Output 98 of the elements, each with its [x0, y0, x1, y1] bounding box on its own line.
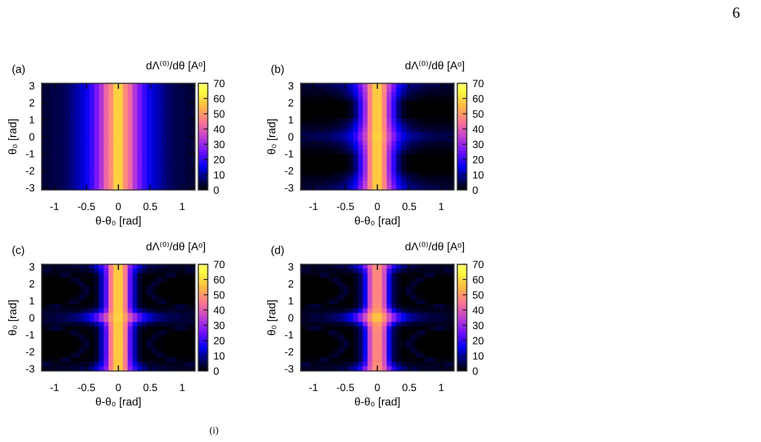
- y-tick-label: 1: [30, 297, 34, 304]
- y-tick-label: 2: [288, 280, 294, 288]
- y-tick-label: -2: [284, 348, 294, 356]
- color-bar-label: 20: [472, 156, 484, 164]
- y-tick-label: 0: [288, 133, 294, 141]
- color-bar-label: 40: [214, 306, 225, 314]
- x-axis-title: θ-θ₀ [rad]: [354, 216, 400, 227]
- y-tick-label: 3: [29, 263, 34, 271]
- x-tick-label: 0: [116, 384, 121, 392]
- color-bar-label: 20: [472, 337, 484, 344]
- color-bar-label: 60: [214, 276, 225, 284]
- y-tick-label: -3: [284, 184, 294, 192]
- color-bar-label: 40: [214, 126, 225, 133]
- x-tick-label: 1: [439, 384, 444, 392]
- color-bar-label: 50: [214, 291, 225, 299]
- color-bar-label: 70: [472, 80, 484, 88]
- color-bar-label: 10: [473, 171, 484, 179]
- y-tick-label: 0: [29, 314, 34, 322]
- y-tick-label: 3: [288, 263, 294, 271]
- x-tick-label: 1: [180, 202, 185, 210]
- x-tick-label: -0.5: [336, 202, 354, 210]
- y-tick-label: 1: [288, 116, 294, 124]
- y-axis-title: θ₀ [rad]: [267, 119, 278, 154]
- color-bar-label: 70: [214, 260, 225, 268]
- x-tick-label: -0.5: [78, 384, 95, 392]
- x-tick-label: -1: [309, 384, 318, 392]
- y-tick-label: 3: [29, 82, 34, 90]
- y-axis-title: θ₀ [rad]: [8, 300, 19, 336]
- x-tick-label: 0.5: [143, 202, 158, 210]
- x-tick-label: 0: [374, 384, 380, 392]
- x-tick-label: 0: [374, 202, 380, 210]
- y-tick-label: -1: [284, 150, 294, 158]
- y-tick-label: 2: [29, 280, 34, 288]
- y-axis-title: θ₀ [rad]: [267, 300, 278, 336]
- y-tick-label: -1: [284, 331, 294, 338]
- color-bar-label: 10: [214, 171, 225, 179]
- color-bar-label: 30: [472, 140, 484, 148]
- y-axis-title: θ₀ [rad]: [8, 119, 19, 154]
- color-bar-label: 0: [214, 368, 219, 375]
- color-bar-label: 30: [214, 140, 225, 148]
- color-bar-label: 0: [472, 368, 478, 375]
- x-tick-label: 1: [180, 384, 185, 392]
- color-bar-label: 10: [214, 352, 225, 360]
- y-tick-label: 3: [288, 82, 294, 90]
- x-tick-label: 0.5: [402, 202, 416, 210]
- color-bar-label: 60: [472, 95, 484, 102]
- x-tick-label: 1: [439, 202, 444, 210]
- chart-title: (d): [271, 246, 284, 256]
- y-tick-label: -3: [26, 365, 34, 372]
- y-tick-label: 2: [288, 99, 294, 106]
- color-bar-label: 20: [214, 337, 225, 344]
- y-tick-label: -3: [26, 184, 34, 192]
- y-tick-label: 0: [29, 133, 34, 141]
- color-bar-label: 70: [472, 260, 484, 268]
- color-bar-title: dΛ⁽⁰⁾/dθ [Aᵒ]: [146, 242, 205, 253]
- chart-title: (a): [12, 64, 25, 76]
- color-bar-label: 40: [472, 306, 484, 314]
- text: (i): [210, 426, 218, 436]
- color-bar-label: 30: [214, 322, 225, 330]
- y-tick-label: 0: [288, 314, 294, 322]
- x-axis-title: θ-θ₀ [rad]: [354, 397, 400, 408]
- x-axis-title: θ-θ₀ [rad]: [96, 216, 141, 227]
- y-tick-label: 1: [288, 297, 294, 304]
- y-tick-label: 2: [29, 99, 34, 106]
- color-bar-label: 30: [472, 322, 484, 330]
- x-tick-label: -1: [309, 202, 318, 210]
- y-tick-label: 1: [30, 116, 34, 124]
- y-tick-label: -2: [26, 167, 34, 174]
- color-bar-title: dΛ⁽⁰⁾/dθ [Aᵒ]: [146, 60, 205, 72]
- x-axis-title: θ-θ₀ [rad]: [96, 397, 141, 408]
- y-tick-label: -3: [284, 365, 294, 372]
- chart-title: (c): [12, 246, 24, 256]
- x-tick-label: -1: [50, 384, 59, 392]
- color-bar-label: 0: [472, 186, 478, 194]
- x-tick-label: -1: [50, 202, 59, 210]
- color-bar-label: 60: [472, 276, 484, 284]
- color-bar-label: 10: [473, 352, 484, 360]
- x-tick-label: 0.5: [143, 384, 158, 392]
- color-bar-label: 0: [214, 186, 219, 194]
- color-bar-label: 40: [472, 126, 484, 133]
- chart-title: (b): [271, 64, 284, 76]
- color-bar-label: 70: [214, 80, 225, 88]
- color-bar-title: dΛ⁽⁰⁾/dθ [Aᵒ]: [405, 242, 464, 253]
- y-tick-label: -2: [284, 167, 294, 174]
- y-tick-label: -1: [26, 331, 34, 338]
- color-bar-label: 60: [214, 95, 225, 102]
- color-bar-label: 50: [472, 110, 484, 118]
- color-bar-title: dΛ⁽⁰⁾/dθ [Aᵒ]: [405, 60, 464, 72]
- color-bar-label: 50: [214, 110, 225, 118]
- x-tick-label: 0.5: [402, 384, 416, 392]
- text: 6: [733, 8, 740, 18]
- x-tick-label: 0: [116, 202, 121, 210]
- y-tick-label: -1: [26, 150, 34, 158]
- color-bar-label: 50: [472, 291, 484, 299]
- color-bar-label: 20: [214, 156, 225, 164]
- x-tick-label: -0.5: [78, 202, 95, 210]
- x-tick-label: -0.5: [336, 384, 354, 392]
- y-tick-label: -2: [26, 348, 34, 356]
